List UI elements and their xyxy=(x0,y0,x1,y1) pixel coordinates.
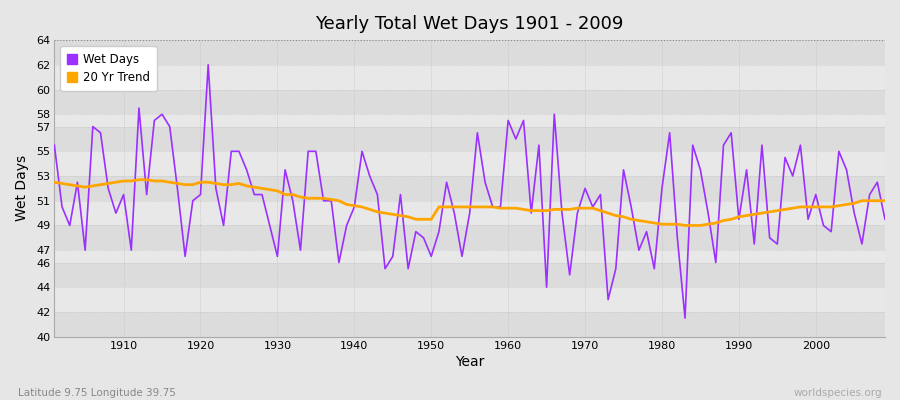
Bar xyxy=(54,114,885,127)
X-axis label: Year: Year xyxy=(455,355,484,369)
Bar xyxy=(54,287,885,312)
Bar xyxy=(54,262,885,287)
Bar xyxy=(54,312,885,337)
Bar xyxy=(54,176,885,201)
Bar xyxy=(54,127,885,151)
Y-axis label: Wet Days: Wet Days xyxy=(15,155,29,222)
Bar xyxy=(54,65,885,90)
Bar xyxy=(54,151,885,176)
Bar xyxy=(54,201,885,226)
Legend: Wet Days, 20 Yr Trend: Wet Days, 20 Yr Trend xyxy=(60,46,157,91)
Bar xyxy=(54,250,885,262)
Title: Yearly Total Wet Days 1901 - 2009: Yearly Total Wet Days 1901 - 2009 xyxy=(316,15,624,33)
Bar xyxy=(54,40,885,65)
Text: worldspecies.org: worldspecies.org xyxy=(794,388,882,398)
Bar xyxy=(54,90,885,114)
Bar xyxy=(54,226,885,250)
Text: Latitude 9.75 Longitude 39.75: Latitude 9.75 Longitude 39.75 xyxy=(18,388,176,398)
